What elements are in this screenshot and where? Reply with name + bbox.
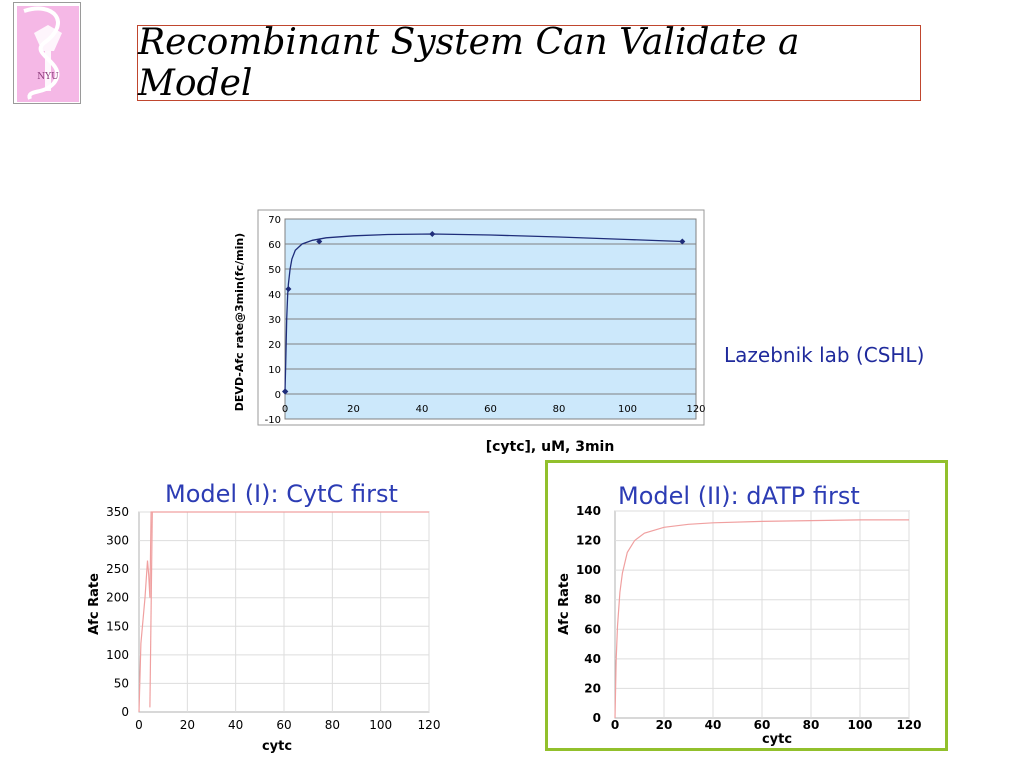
x-tick-label: 40 xyxy=(705,718,722,732)
x-tick-label: 60 xyxy=(484,404,497,415)
y-tick-label: 40 xyxy=(268,290,281,301)
x-tick-label: 0 xyxy=(135,718,143,732)
x-tick-label: 40 xyxy=(416,404,429,415)
x-tick-label: 40 xyxy=(228,718,243,732)
y-tick-label: 100 xyxy=(106,648,129,662)
x-tick-label: 20 xyxy=(656,718,673,732)
y-tick-labels: 0 50 100 150 200 250 300 350 xyxy=(106,505,129,719)
y-tick-label: 50 xyxy=(114,676,129,690)
model-2-title: Model (II): dATP first xyxy=(618,482,860,510)
y-tick-label: 20 xyxy=(268,340,281,351)
x-axis-label: cytc xyxy=(762,732,792,747)
y-tick-label: 60 xyxy=(268,240,281,251)
y-tick-label: 0 xyxy=(593,711,601,725)
x-tick-label: 100 xyxy=(369,718,392,732)
data-point xyxy=(282,388,289,395)
data-point xyxy=(429,231,436,237)
slide-title: Recombinant System Can Validate a Model xyxy=(138,22,800,104)
x-axis-label: cytc xyxy=(262,739,292,754)
x-tick-label: 80 xyxy=(325,718,340,732)
highlight-frame xyxy=(545,460,948,751)
x-tick-label: 120 xyxy=(686,404,705,415)
y-tick-label: 120 xyxy=(576,534,601,548)
y-axis-label: DEVD-Afc rate@3min(fc/min) xyxy=(233,233,246,411)
x-tick-label: 20 xyxy=(180,718,195,732)
y-tick-label: 70 xyxy=(268,215,281,226)
y-tick-label: 0 xyxy=(275,390,281,401)
gridlines xyxy=(615,510,910,718)
y-axis-label: Afc Rate xyxy=(87,573,102,635)
y-tick-label: 20 xyxy=(584,681,601,695)
title-box: Recombinant System Can Validate a Model xyxy=(137,22,921,104)
y-tick-label: 250 xyxy=(106,562,129,576)
fit-curve xyxy=(284,233,683,392)
x-tick-label: 80 xyxy=(803,718,820,732)
y-tick-label: 60 xyxy=(584,622,601,636)
series-spike xyxy=(149,511,153,708)
y-tick-labels: -10 0 10 20 30 40 50 60 70 xyxy=(265,215,281,426)
x-tick-label: 120 xyxy=(418,718,441,732)
y-tick-labels: 0 20 40 60 80 100 120 140 xyxy=(576,504,601,725)
nyu-logo: NYU xyxy=(13,2,81,104)
y-tick-label: 0 xyxy=(121,705,129,719)
y-tick-label: -10 xyxy=(265,415,281,426)
x-tick-label: 120 xyxy=(896,718,921,732)
y-tick-label: 350 xyxy=(106,505,129,519)
y-tick-label: 100 xyxy=(576,563,601,577)
gridlines xyxy=(285,218,696,395)
x-tick-label: 80 xyxy=(553,404,566,415)
lab-credit: Lazebnik lab (CSHL) xyxy=(724,343,925,367)
y-tick-label: 10 xyxy=(268,365,281,376)
y-tick-label: 40 xyxy=(584,652,601,666)
data-points xyxy=(282,231,686,395)
logo-letters: NYU xyxy=(37,72,59,82)
data-point xyxy=(679,238,686,245)
x-tick-labels: 0 20 40 60 80 100 120 xyxy=(135,718,440,732)
y-tick-label: 80 xyxy=(584,593,601,607)
x-tick-label: 20 xyxy=(347,404,360,415)
x-tick-label: 0 xyxy=(611,718,619,732)
x-tick-label: 60 xyxy=(276,718,291,732)
y-tick-label: 150 xyxy=(106,619,129,633)
y-axis-label: Afc Rate xyxy=(557,573,572,635)
y-tick-label: 300 xyxy=(106,534,129,548)
y-tick-label: 30 xyxy=(268,315,281,326)
x-tick-label: 100 xyxy=(618,404,637,415)
data-point xyxy=(285,286,292,292)
x-axis-label: [cytc], uM, 3min xyxy=(486,439,615,455)
x-tick-label: 60 xyxy=(754,718,771,732)
nyu-torch-logo-icon: NYU xyxy=(17,6,79,102)
data-point xyxy=(316,238,323,245)
y-tick-label: 50 xyxy=(268,265,281,276)
x-tick-label: 0 xyxy=(282,404,288,415)
y-tick-label: 200 xyxy=(106,591,129,605)
x-tick-labels: 0 20 40 60 80 100 120 xyxy=(282,404,706,415)
y-tick-label: 140 xyxy=(576,504,601,518)
series-line xyxy=(138,511,429,713)
x-tick-labels: 0 20 40 60 80 100 120 xyxy=(611,718,922,732)
series-line xyxy=(614,519,909,719)
x-tick-label: 100 xyxy=(847,718,872,732)
model-1-title: Model (I): CytC first xyxy=(165,480,398,508)
